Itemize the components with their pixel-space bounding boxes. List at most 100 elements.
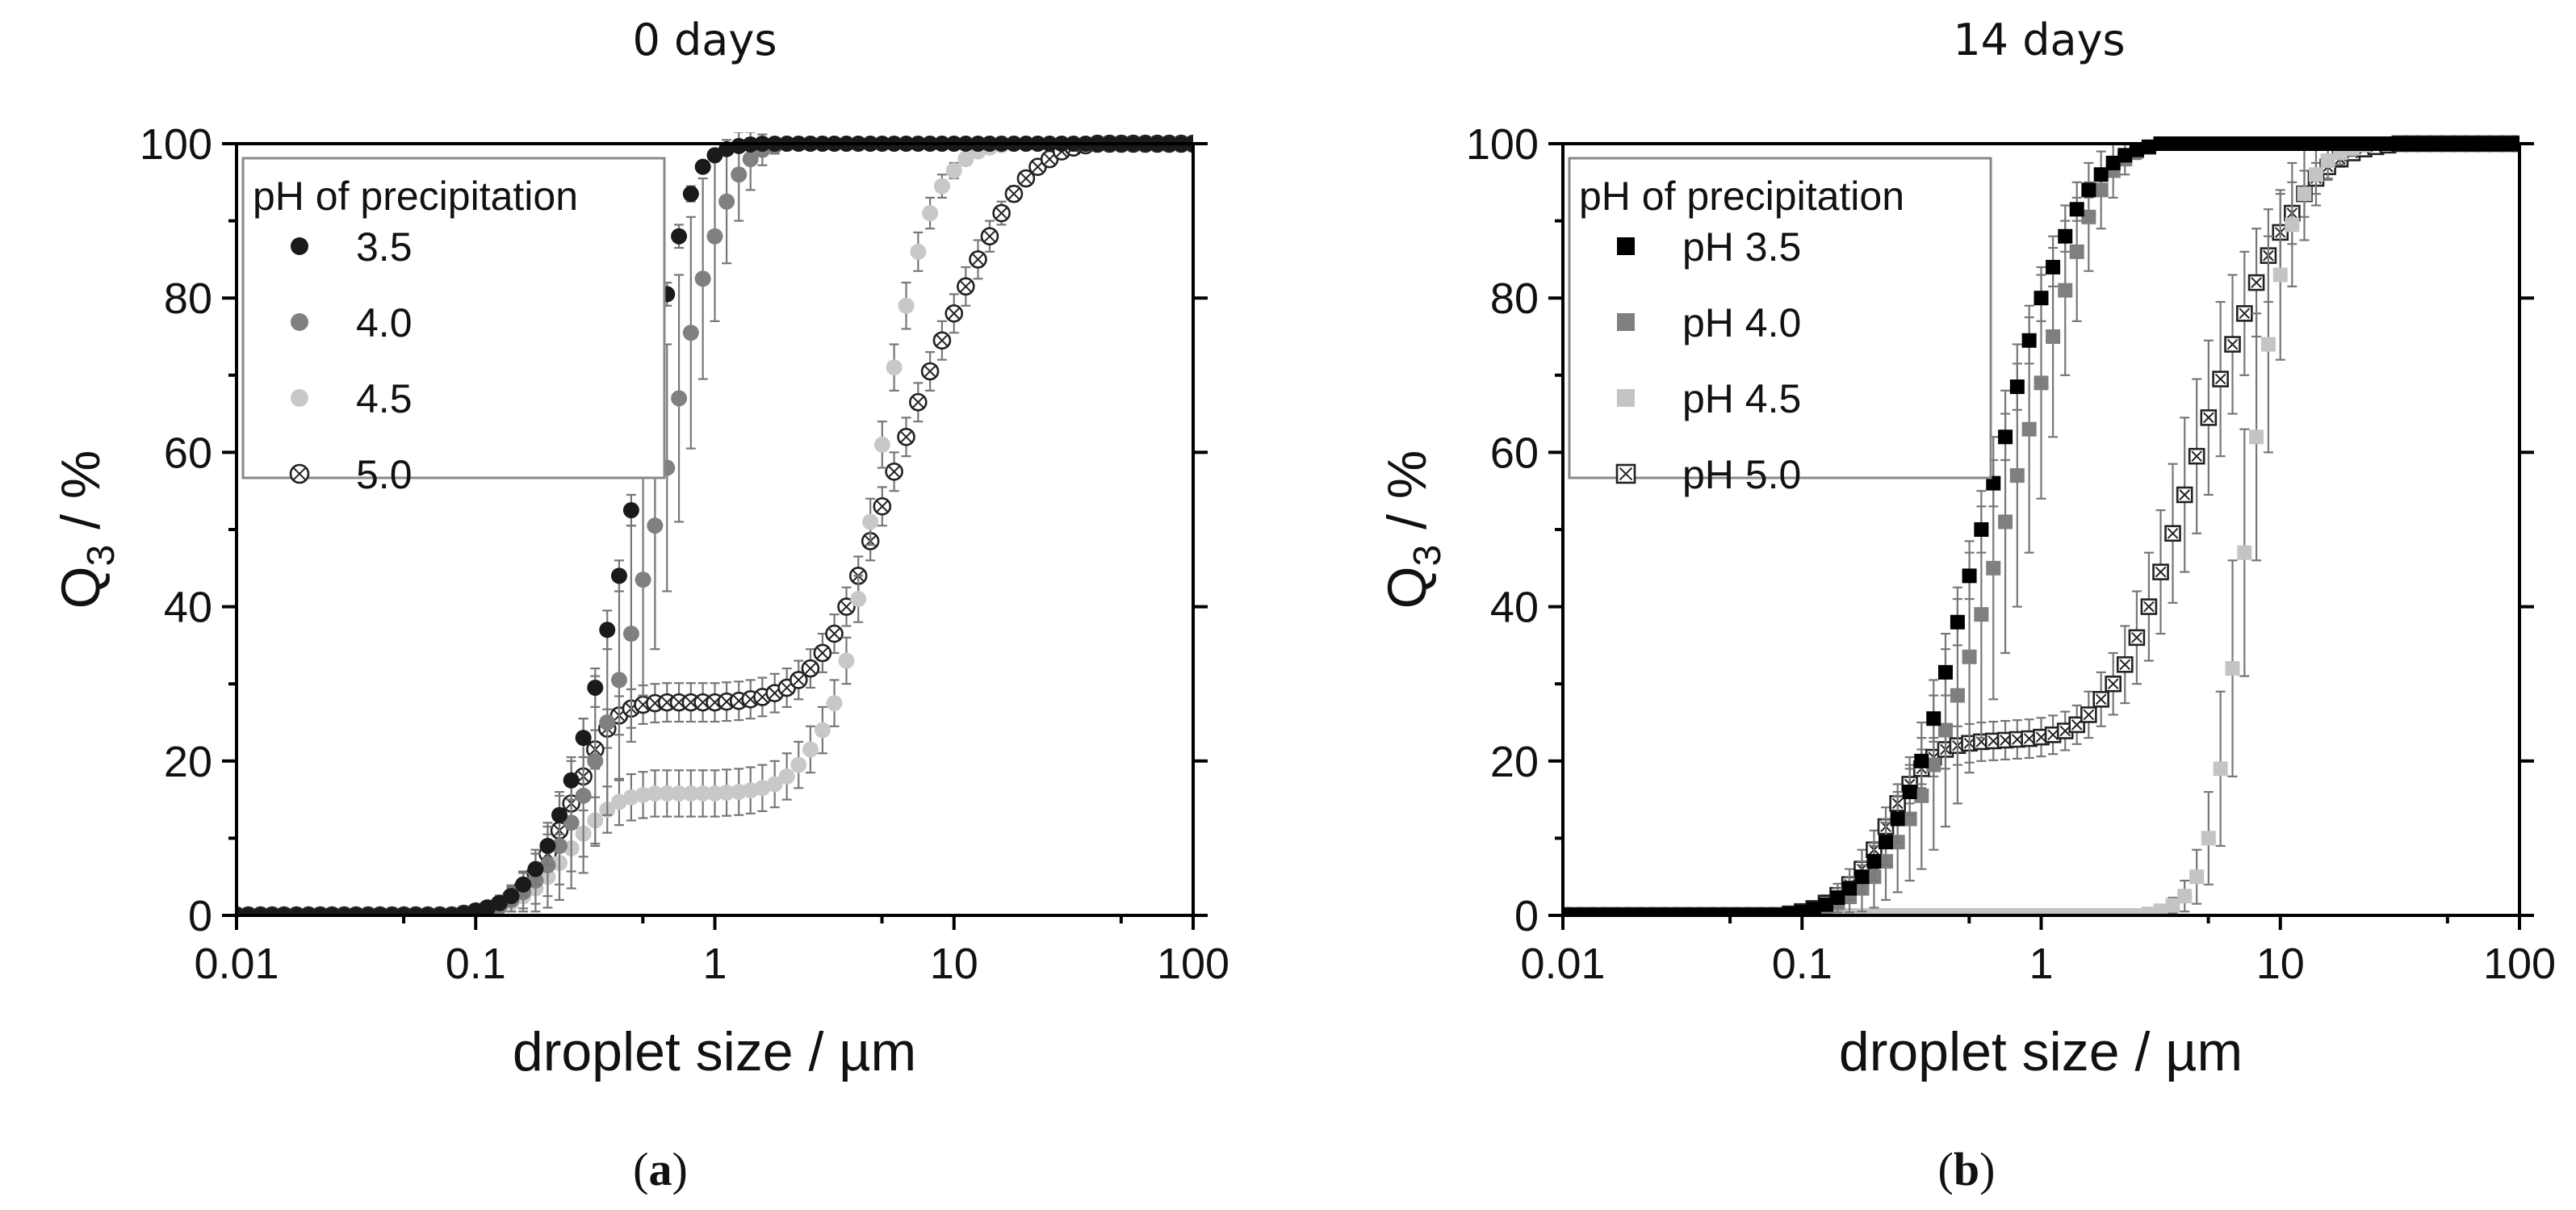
data-point: [2297, 186, 2312, 202]
data-point: [2153, 903, 2168, 915]
legend-label: 4.5: [356, 376, 413, 421]
data-point: [2212, 371, 2229, 387]
data-point: [1926, 757, 1941, 772]
panel-a-legend-box: [241, 157, 666, 479]
x-tick-label: 1: [2029, 940, 2053, 988]
data-point: [2069, 244, 2084, 259]
data-point: [742, 151, 759, 168]
data-point: [2320, 153, 2335, 169]
data-point: [790, 756, 807, 773]
data-point: [826, 695, 843, 712]
data-point: [1902, 908, 1917, 915]
data-point: [1854, 869, 1870, 885]
y-tick-label: 0: [1514, 892, 1539, 940]
panel-b-legend-title: pH of precipitation: [1579, 174, 1904, 219]
data-point: [2058, 228, 2073, 244]
data-point: [1579, 908, 1594, 915]
data-point: [2046, 329, 2061, 344]
y-tick-label: 60: [164, 429, 212, 477]
data-point: [789, 671, 808, 689]
data-point: [288, 907, 305, 915]
data-point: [2177, 889, 2193, 904]
legend-item: 3.5: [291, 224, 413, 270]
data-point: [1004, 184, 1024, 203]
data-point: [1591, 908, 1606, 915]
data-point: [1747, 908, 1762, 915]
data-point: [2009, 379, 2025, 395]
data-point: [1866, 908, 1882, 915]
data-point: [898, 297, 915, 314]
y-tick-label: 100: [140, 120, 212, 169]
legend-label: 5.0: [356, 452, 413, 497]
data-point: [1842, 881, 1858, 896]
data-point: [1962, 908, 1977, 915]
series-ph-4.5: [1563, 136, 2519, 915]
data-point: [2140, 598, 2158, 615]
data-point: [2249, 429, 2264, 445]
data-point: [1984, 732, 2002, 750]
y-tick-label: 100: [1466, 120, 1539, 169]
data-point: [515, 876, 532, 893]
data-point: [2224, 336, 2241, 353]
legend-item: 4.0: [291, 300, 413, 345]
legend-label: 3.5: [356, 224, 413, 270]
data-point: [2046, 908, 2061, 915]
data-point: [980, 227, 999, 246]
x-tick-label: 100: [1157, 940, 1229, 988]
data-point: [563, 814, 580, 831]
data-point: [587, 752, 604, 769]
data-point: [1627, 908, 1643, 915]
data-point: [873, 436, 890, 453]
data-point: [2225, 661, 2240, 676]
data-point: [1890, 908, 1905, 915]
x-tick-label: 0.01: [1520, 940, 1605, 988]
legend-marker: [291, 237, 308, 255]
data-point: [2009, 468, 2025, 484]
data-point: [694, 270, 711, 287]
y-tick-label: 20: [1490, 738, 1539, 786]
data-point: [599, 714, 616, 731]
data-point: [909, 392, 928, 412]
data-point: [1879, 835, 1894, 850]
data-point: [420, 907, 437, 915]
data-point: [1914, 788, 1929, 803]
data-point: [1926, 908, 1941, 915]
data-point: [731, 166, 748, 183]
data-point: [718, 784, 735, 801]
data-point: [1962, 649, 1977, 664]
data-point: [813, 643, 832, 663]
panel-a-title: 0 days: [633, 15, 777, 65]
data-point: [408, 907, 425, 915]
legend-item: 5.0: [289, 452, 413, 497]
data-point: [455, 906, 472, 915]
data-point: [1711, 908, 1726, 915]
data-point: [1615, 908, 1631, 915]
data-point: [2285, 217, 2300, 232]
data-point: [885, 462, 903, 481]
data-point: [647, 517, 664, 534]
panel-b-plot: [1563, 135, 2519, 915]
data-point: [2117, 148, 2133, 163]
data-point: [2058, 283, 2073, 298]
data-point: [1986, 908, 2001, 915]
data-point: [1758, 908, 1774, 915]
data-point: [886, 359, 903, 376]
y-tick-label: 60: [1490, 429, 1539, 477]
data-point: [1806, 902, 1821, 915]
data-point: [503, 888, 520, 905]
x-tick-label: 1: [702, 940, 727, 988]
data-point: [1795, 905, 1810, 915]
legend-label: 4.0: [356, 300, 413, 345]
data-point: [360, 907, 377, 915]
data-point: [1998, 514, 2013, 530]
data-point: [945, 162, 962, 179]
data-point: [706, 785, 723, 802]
data-point: [551, 837, 568, 854]
data-point: [551, 806, 568, 823]
data-point: [2021, 908, 2037, 915]
data-point: [922, 205, 939, 222]
data-point: [2213, 761, 2228, 777]
data-point: [2093, 182, 2109, 198]
panel-a: 0 days 0.01 0.1 1 10 100 0 20 40 60 80 100 pH of p…: [50, 15, 1229, 1195]
